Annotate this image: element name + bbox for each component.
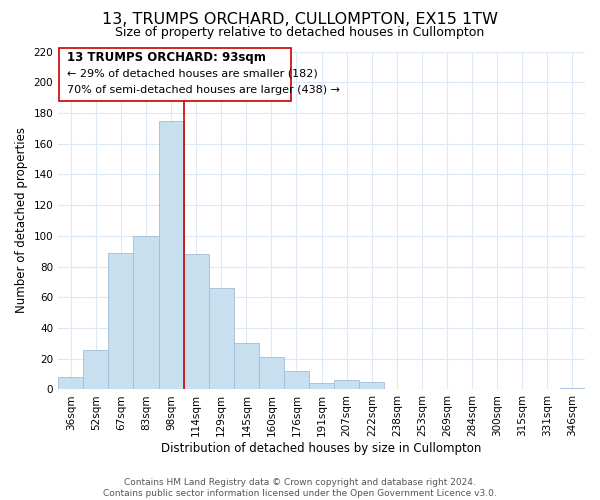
Bar <box>259 357 284 390</box>
Bar <box>284 371 309 390</box>
Bar <box>560 388 585 390</box>
Bar <box>359 382 385 390</box>
Text: Size of property relative to detached houses in Cullompton: Size of property relative to detached ho… <box>115 26 485 39</box>
Bar <box>158 120 184 390</box>
Bar <box>109 252 133 390</box>
Bar <box>334 380 359 390</box>
Text: Contains HM Land Registry data © Crown copyright and database right 2024.
Contai: Contains HM Land Registry data © Crown c… <box>103 478 497 498</box>
Text: 13 TRUMPS ORCHARD: 93sqm: 13 TRUMPS ORCHARD: 93sqm <box>67 52 266 64</box>
Bar <box>133 236 158 390</box>
Bar <box>83 350 109 390</box>
Bar <box>234 344 259 390</box>
Text: ← 29% of detached houses are smaller (182): ← 29% of detached houses are smaller (18… <box>67 68 317 78</box>
Bar <box>209 288 234 390</box>
FancyBboxPatch shape <box>59 48 292 100</box>
Text: 70% of semi-detached houses are larger (438) →: 70% of semi-detached houses are larger (… <box>67 86 340 96</box>
Bar <box>309 384 334 390</box>
Y-axis label: Number of detached properties: Number of detached properties <box>15 128 28 314</box>
X-axis label: Distribution of detached houses by size in Cullompton: Distribution of detached houses by size … <box>161 442 482 455</box>
Bar <box>184 254 209 390</box>
Bar <box>58 377 83 390</box>
Text: 13, TRUMPS ORCHARD, CULLOMPTON, EX15 1TW: 13, TRUMPS ORCHARD, CULLOMPTON, EX15 1TW <box>102 12 498 28</box>
